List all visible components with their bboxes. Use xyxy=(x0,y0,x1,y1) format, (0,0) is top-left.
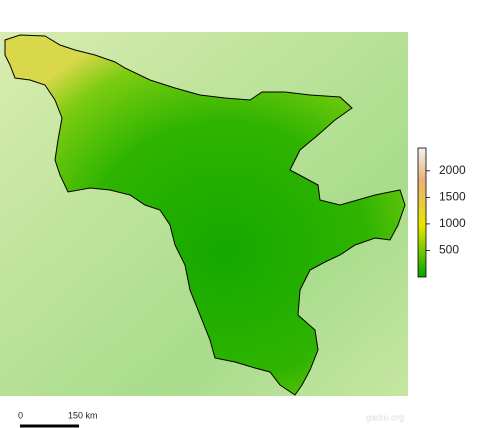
scale-end-label: 150 km xyxy=(68,410,98,420)
region-outline xyxy=(4,34,406,396)
scale-start-label: 0 xyxy=(18,410,23,420)
legend-tick-label: 2000 xyxy=(439,163,466,177)
legend-tick-label: 1000 xyxy=(439,216,466,230)
credit: gadm.org xyxy=(366,412,404,422)
elevation-legend: 500 1000 1500 2000 xyxy=(417,147,466,278)
legend-tick-label: 500 xyxy=(439,243,459,257)
color-bar xyxy=(417,147,427,278)
legend-tick-label: 1500 xyxy=(439,190,466,204)
